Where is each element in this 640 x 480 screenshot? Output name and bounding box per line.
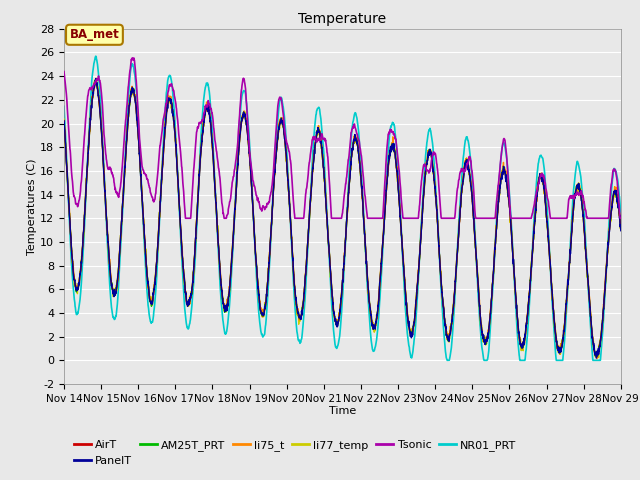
Text: BA_met: BA_met xyxy=(70,28,119,41)
Legend: AirT, PanelT, AM25T_PRT, li75_t, li77_temp, Tsonic, NR01_PRT: AirT, PanelT, AM25T_PRT, li75_t, li77_te… xyxy=(70,436,521,470)
Title: Temperature: Temperature xyxy=(298,12,387,26)
X-axis label: Time: Time xyxy=(329,407,356,417)
Y-axis label: Temperatures (C): Temperatures (C) xyxy=(28,158,37,255)
